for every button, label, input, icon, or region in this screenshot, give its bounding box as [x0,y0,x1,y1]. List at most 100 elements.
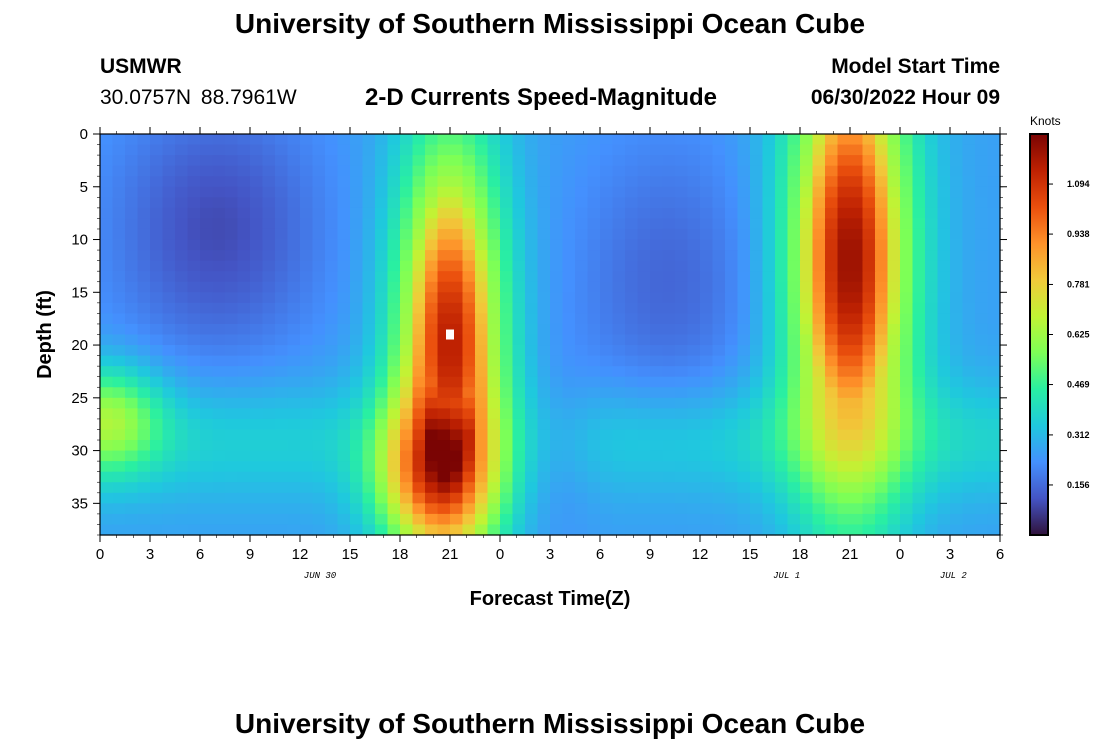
heatmap-cell [712,176,726,188]
heatmap-cell [725,334,739,346]
heatmap-cell [175,228,189,241]
heatmap-cell [425,418,439,431]
heatmap-cell [112,250,126,262]
heatmap-cell [737,461,751,473]
heatmap-cell [162,186,176,198]
heatmap-cell [762,418,776,431]
heatmap-cell [475,197,489,209]
heatmap-cell [950,450,964,462]
heatmap-cell [400,144,414,156]
heatmap-cell [162,418,176,431]
heatmap-cell [100,418,114,431]
heatmap-cell [912,186,926,198]
heatmap-cell [812,450,826,462]
heatmap-cell [775,513,789,526]
heatmap-cell [112,376,126,388]
heatmap-cell [312,387,326,399]
heatmap-cell [900,355,914,367]
heatmap-cell [675,334,689,346]
heatmap-cell [512,503,526,515]
heatmap-cell [300,197,314,209]
heatmap-cell [525,429,539,441]
heatmap-cell [800,429,814,441]
heatmap-cell [662,524,676,536]
heatmap-cell [787,228,801,241]
heatmap-cell [262,302,276,314]
heatmap-cell [187,271,201,283]
heatmap-cell [762,482,776,494]
heatmap-cell [812,408,826,420]
heatmap-cell [362,440,376,452]
heatmap-cell [925,239,939,251]
heatmap-cell [350,524,364,536]
heatmap-cell [187,260,201,272]
heatmap-cell [212,503,226,515]
heatmap-cell [250,292,264,304]
heatmap-cell [200,366,214,378]
heatmap-cell [812,218,826,230]
heatmap-cell [650,345,664,357]
heatmap-cell [550,323,564,336]
heatmap-cell [450,165,464,177]
heatmap-cell [987,207,1001,220]
heatmap-cell [637,186,651,198]
heatmap-cell [212,271,226,283]
heatmap-cell [275,429,289,441]
heatmap-cell [325,271,339,283]
heatmap-cell [825,155,839,167]
heatmap-cell [475,260,489,272]
heatmap-cell [775,334,789,346]
heatmap-cell [662,355,676,367]
heatmap-cell [937,524,951,536]
heatmap-cell [537,345,551,357]
heatmap-cell [700,450,714,462]
heatmap-cell [225,418,239,431]
heatmap-cell [612,492,626,504]
heatmap-cell [837,228,851,241]
heatmap-cell [262,355,276,367]
heatmap-cell [300,513,314,526]
heatmap-cell [687,440,701,452]
heatmap-cell [562,186,576,198]
heatmap-cell [787,218,801,230]
heatmap-cell [637,228,651,241]
heatmap-cell [825,228,839,241]
heatmap-cell [575,355,589,367]
heatmap-cell [350,228,364,241]
heatmap-cell [162,302,176,314]
heatmap-cell [237,207,251,220]
heatmap-cell [600,376,614,388]
station-coordinates: 30.0757N 88.7961W [100,86,297,109]
colorbar-tick-label: 0.938 [1067,229,1090,239]
heatmap-cell [350,492,364,504]
heatmap-cell [687,218,701,230]
heatmap-cell [225,461,239,473]
heatmap-cell [875,144,889,156]
heatmap-cell [600,250,614,262]
heatmap-cell [325,292,339,304]
heatmap-cell [250,207,264,220]
heatmap-cell [100,503,114,515]
heatmap-cell [962,186,976,198]
heatmap-cell [825,450,839,462]
heatmap-cell [425,482,439,494]
heatmap-cell [562,345,576,357]
heatmap-cell [300,144,314,156]
heatmap-cell [625,239,639,251]
heatmap-cell [512,408,526,420]
heatmap-cell [987,334,1001,346]
heatmap-cell [462,228,476,241]
heatmap-cell [325,207,339,220]
heatmap-cell [675,239,689,251]
heatmap-cell [887,418,901,431]
heatmap-cell [512,313,526,325]
heatmap-cell [412,387,426,399]
heatmap-cell [562,355,576,367]
heatmap-cell [575,134,589,146]
heatmap-cell [437,239,451,251]
heatmap-cell [350,292,364,304]
heatmap-cell [837,239,851,251]
heatmap-cell [662,207,676,220]
heatmap-cell [400,440,414,452]
heatmap-cell [450,207,464,220]
